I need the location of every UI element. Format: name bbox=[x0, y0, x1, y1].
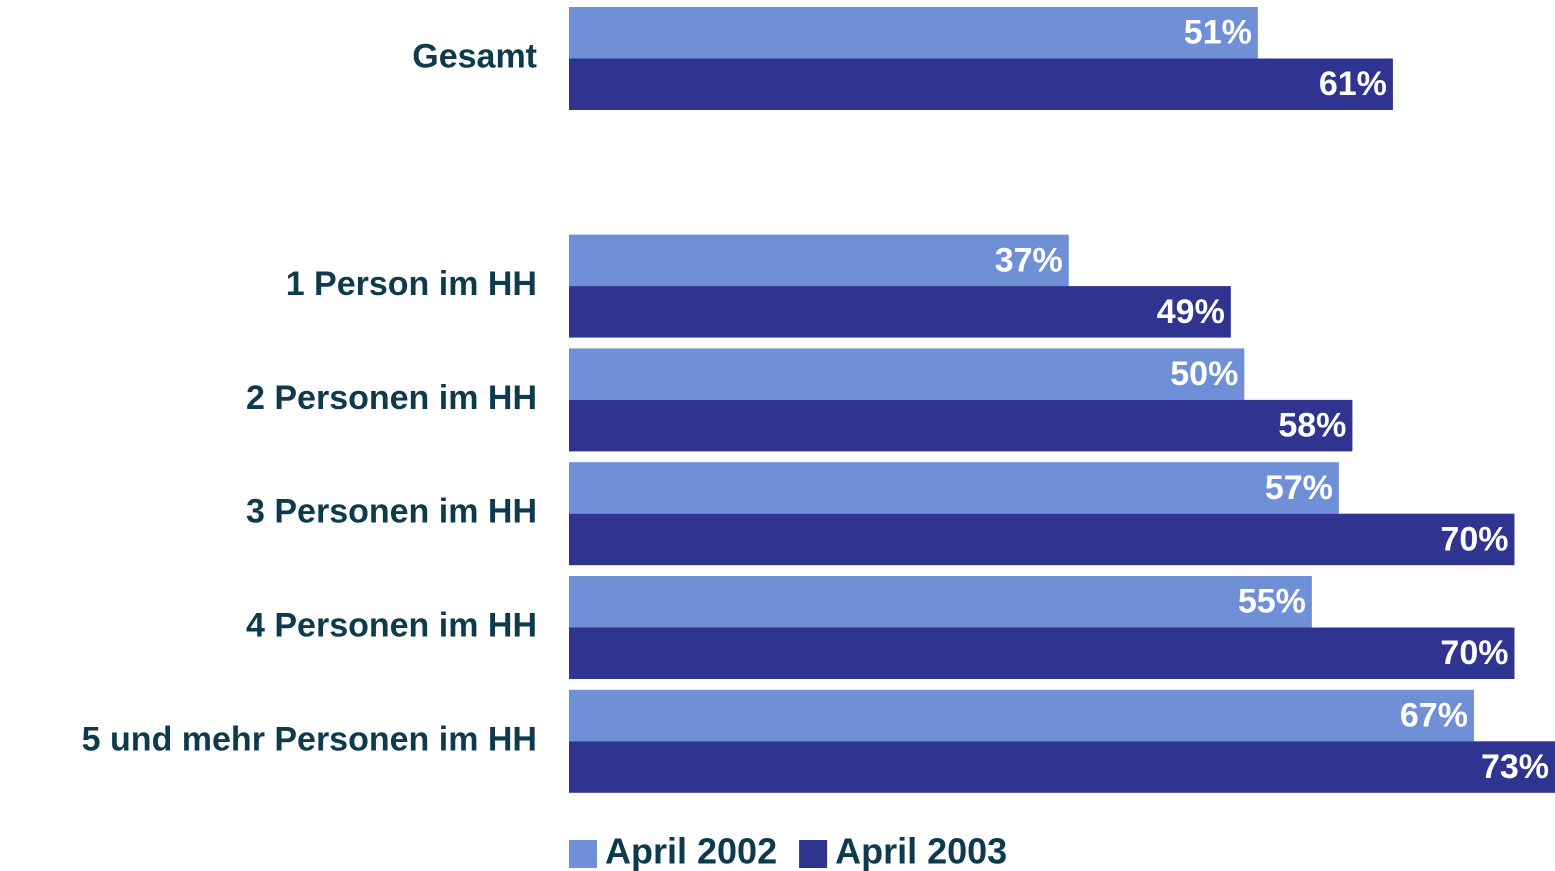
bar bbox=[569, 399, 1353, 452]
value-label: 58% bbox=[1278, 407, 1346, 445]
legend-swatch bbox=[569, 840, 597, 868]
value-label: 51% bbox=[1184, 14, 1252, 52]
value-label: 37% bbox=[995, 241, 1063, 279]
bar bbox=[569, 576, 1312, 628]
value-label: 67% bbox=[1400, 697, 1468, 735]
bar bbox=[569, 348, 1245, 400]
value-label: 73% bbox=[1481, 748, 1549, 786]
bar bbox=[569, 513, 1515, 566]
category-label: 1 Person im HH bbox=[286, 265, 537, 303]
bar bbox=[569, 58, 1393, 110]
category-label: Gesamt bbox=[412, 37, 537, 75]
category-label: 3 Personen im HH bbox=[246, 493, 537, 531]
bar bbox=[569, 286, 1231, 338]
value-label: 70% bbox=[1440, 634, 1508, 672]
category-label: 5 und mehr Personen im HH bbox=[82, 720, 537, 758]
legend-label: April 2003 bbox=[835, 831, 1007, 871]
bar bbox=[569, 689, 1474, 742]
bar bbox=[569, 7, 1258, 59]
legend-label: April 2002 bbox=[605, 831, 777, 871]
value-label: 61% bbox=[1319, 65, 1387, 103]
value-label: 49% bbox=[1157, 293, 1225, 331]
legend-swatch bbox=[799, 840, 828, 868]
value-label: 70% bbox=[1440, 520, 1508, 558]
value-label: 55% bbox=[1238, 583, 1306, 621]
bar bbox=[569, 462, 1339, 514]
value-label: 50% bbox=[1170, 355, 1238, 393]
category-label: 4 Personen im HH bbox=[246, 606, 537, 644]
bar bbox=[569, 741, 1555, 793]
value-label: 57% bbox=[1265, 469, 1333, 507]
bar bbox=[569, 627, 1515, 679]
category-label: 2 Personen im HH bbox=[246, 379, 537, 417]
bar bbox=[569, 234, 1069, 287]
